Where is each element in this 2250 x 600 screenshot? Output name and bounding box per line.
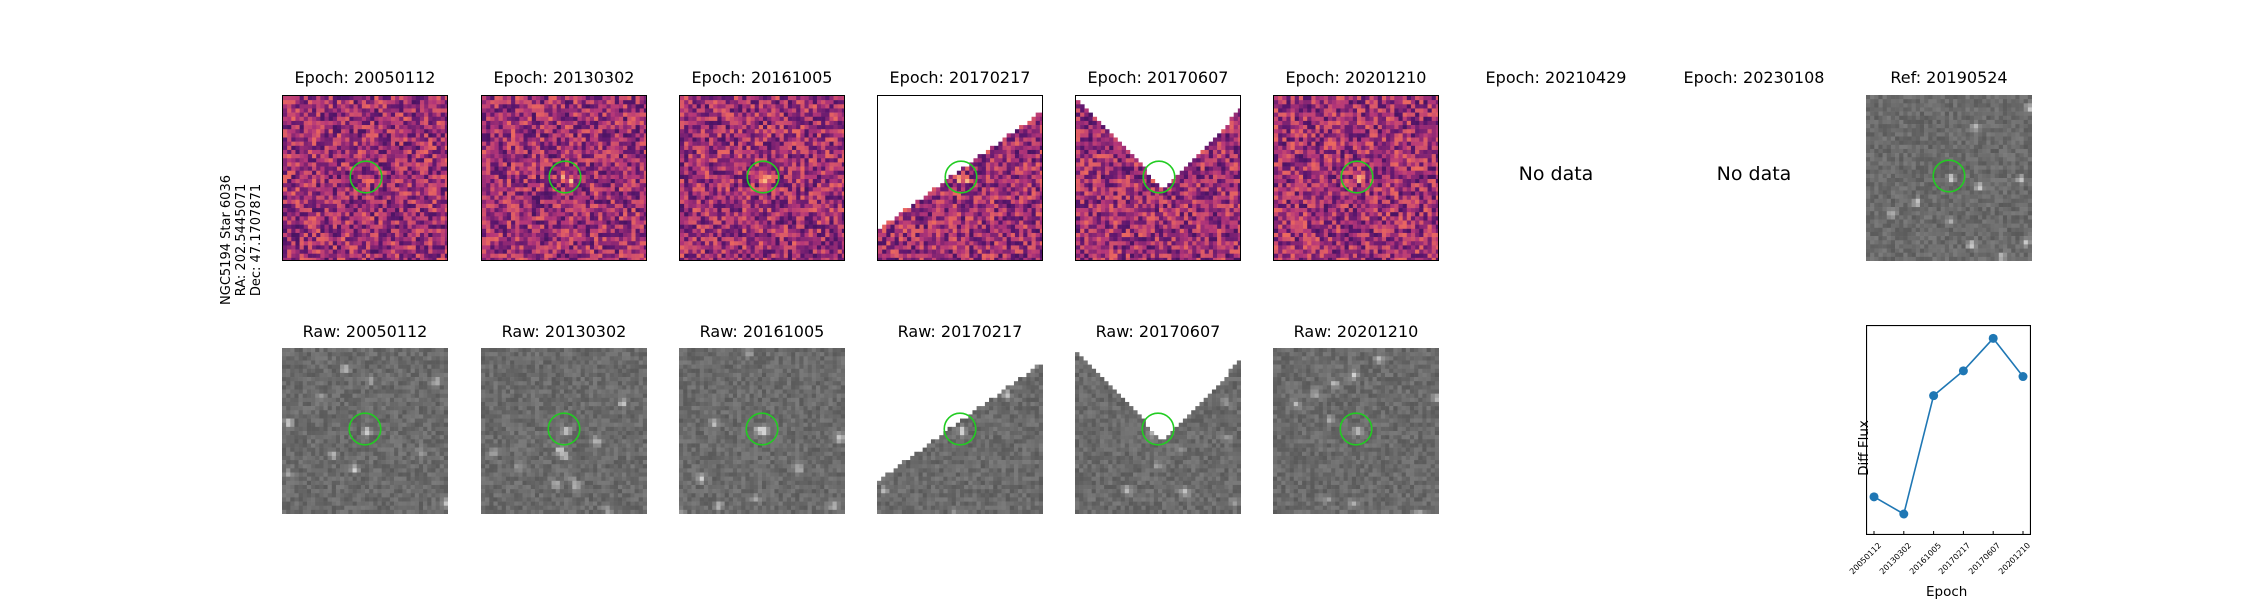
target-circle — [1141, 412, 1175, 446]
target-circle — [1339, 412, 1373, 446]
star-dec: Dec: 47.1707871 — [249, 183, 264, 297]
diff-panel-2-title: Epoch: 20161005 — [691, 68, 833, 87]
star-name: NGC5194 Star 6036 — [219, 175, 234, 305]
diff-panel-7-title: Epoch: 20230108 — [1683, 68, 1825, 87]
data-point-4 — [1988, 333, 1998, 343]
diff-panel-5-image — [1273, 95, 1439, 261]
diff-panel-6-title: Epoch: 20210429 — [1485, 68, 1627, 87]
data-point-5 — [2018, 372, 2028, 382]
diff-panel-3-image — [877, 95, 1043, 261]
diff-panel-2-image — [679, 95, 845, 261]
diff-panel-5-title: Epoch: 20201210 — [1285, 68, 1427, 87]
target-circle — [548, 160, 582, 194]
raw-panel-5-title: Raw: 20201210 — [1293, 322, 1419, 341]
diff-panel-4-title: Epoch: 20170607 — [1087, 68, 1229, 87]
data-point-3 — [1958, 366, 1968, 376]
x-tick-label-0: 20050112 — [1847, 541, 1884, 577]
lightcurve-chart — [1865, 324, 2032, 536]
raw-panel-1-title: Raw: 20130302 — [501, 322, 627, 341]
x-tick-label-1: 20130302 — [1877, 541, 1913, 577]
target-circle — [944, 160, 978, 194]
raw-panel-1-image — [481, 348, 647, 514]
raw-panel-3-title: Raw: 20170217 — [897, 322, 1023, 341]
raw-panel-5-image — [1273, 348, 1439, 514]
diff-panel-1-title: Epoch: 20130302 — [493, 68, 635, 87]
target-circle — [547, 412, 581, 446]
data-point-0 — [1869, 492, 1879, 502]
ref-panel-title: Ref: 20190524 — [1890, 68, 2008, 87]
target-circle — [349, 160, 383, 194]
y-axis-label: Diff Flux — [1855, 420, 1872, 476]
series-line — [1873, 337, 2024, 516]
diff-panel-3-title: Epoch: 20170217 — [889, 68, 1031, 87]
ref-panel-image — [1866, 95, 2032, 261]
diff-panel-6-no-data: No data — [1518, 163, 1594, 185]
data-point-2 — [1929, 391, 1939, 401]
target-circle — [1340, 160, 1374, 194]
target-circle — [1932, 159, 1966, 193]
data-point-1 — [1899, 509, 1909, 519]
x-tick-label-4: 20170607 — [1967, 541, 2003, 577]
diff-panel-7-no-data: No data — [1716, 163, 1792, 185]
target-circle — [1142, 160, 1176, 194]
target-circle — [746, 160, 780, 194]
x-tick-label-5: 20201210 — [1996, 541, 2033, 577]
diff-panel-4-image — [1075, 95, 1241, 261]
raw-panel-4-title: Raw: 20170607 — [1095, 322, 1221, 341]
raw-panel-0-title: Raw: 20050112 — [302, 322, 428, 341]
chart-frame — [1865, 324, 2032, 536]
raw-panel-2-image — [679, 348, 845, 514]
diff-panel-1-image — [481, 95, 647, 261]
target-circle — [745, 412, 779, 446]
diff-panel-0-image — [282, 95, 448, 261]
raw-panel-0-image — [282, 348, 448, 514]
raw-panel-3-image — [877, 348, 1043, 514]
raw-panel-2-title: Raw: 20161005 — [699, 322, 825, 341]
star-ra: RA: 202.5445071 — [234, 183, 249, 297]
x-axis-label: Epoch — [1926, 584, 1968, 600]
lightcurve-svg — [1865, 324, 2032, 536]
diff-panel-0-title: Epoch: 20050112 — [294, 68, 436, 87]
target-circle — [943, 412, 977, 446]
target-circle — [348, 412, 382, 446]
star-label: NGC5194 Star 6036 RA: 202.5445071 Dec: 4… — [219, 175, 264, 305]
raw-panel-4-image — [1075, 348, 1241, 514]
